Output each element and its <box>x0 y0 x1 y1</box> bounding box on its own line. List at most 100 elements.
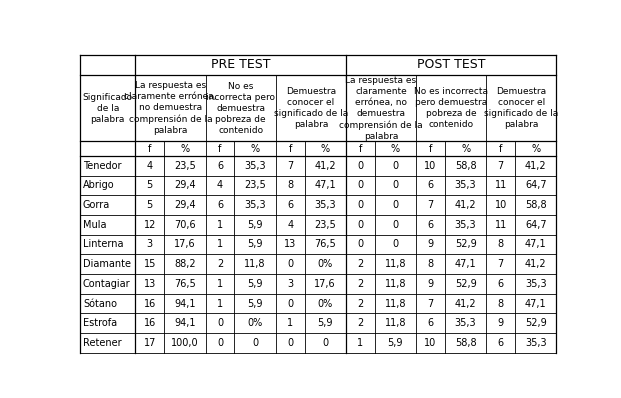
Text: 17,6: 17,6 <box>174 240 196 250</box>
Text: 35,3: 35,3 <box>455 220 476 230</box>
Text: 8: 8 <box>497 240 504 250</box>
Text: 1: 1 <box>217 240 223 250</box>
Text: 0%: 0% <box>247 318 263 328</box>
Text: 1: 1 <box>287 318 293 328</box>
Text: 88,2: 88,2 <box>174 259 196 269</box>
Text: 35,3: 35,3 <box>525 338 546 348</box>
Text: 4: 4 <box>217 180 223 191</box>
Text: %: % <box>250 144 260 154</box>
Text: 3: 3 <box>147 240 153 250</box>
Text: No es incorrecta
pero demuestra
pobreza de
contenido: No es incorrecta pero demuestra pobreza … <box>414 87 488 129</box>
Text: 6: 6 <box>287 200 293 210</box>
Text: f: f <box>429 144 432 154</box>
Text: 13: 13 <box>143 279 156 289</box>
Text: 41,2: 41,2 <box>525 259 546 269</box>
Text: 23,5: 23,5 <box>314 220 336 230</box>
Text: 6: 6 <box>497 338 504 348</box>
Text: 11: 11 <box>494 220 507 230</box>
Text: 6: 6 <box>427 180 433 191</box>
Text: 1: 1 <box>217 279 223 289</box>
Text: Tenedor: Tenedor <box>83 161 122 171</box>
Text: Significado
de la
palabra: Significado de la palabra <box>83 93 133 124</box>
Text: 9: 9 <box>427 240 433 250</box>
Text: 9: 9 <box>497 318 504 328</box>
Text: %: % <box>180 144 189 154</box>
Text: 29,4: 29,4 <box>174 200 196 210</box>
Text: %: % <box>391 144 400 154</box>
Text: 5: 5 <box>147 200 153 210</box>
Text: 35,3: 35,3 <box>314 200 336 210</box>
Text: 7: 7 <box>497 259 504 269</box>
Text: 0: 0 <box>357 161 363 171</box>
Text: 41,2: 41,2 <box>455 298 476 308</box>
Text: La respuesta es
claramente
errónea, no
demuestra
comprensión de la
palabra: La respuesta es claramente errónea, no d… <box>339 76 423 141</box>
Text: 58,8: 58,8 <box>525 200 546 210</box>
Text: 47,1: 47,1 <box>525 240 546 250</box>
Text: 10: 10 <box>424 338 437 348</box>
Text: 1: 1 <box>357 338 363 348</box>
Text: 0: 0 <box>287 338 293 348</box>
Text: 47,1: 47,1 <box>314 180 336 191</box>
Text: f: f <box>288 144 292 154</box>
Text: 0: 0 <box>357 180 363 191</box>
Text: Retener: Retener <box>83 338 122 348</box>
Text: 47,1: 47,1 <box>455 259 476 269</box>
Text: 35,3: 35,3 <box>244 200 266 210</box>
Text: 0: 0 <box>392 180 399 191</box>
Text: f: f <box>359 144 362 154</box>
Text: Demuestra
conocer el
significado de la
palabra: Demuestra conocer el significado de la p… <box>274 87 348 129</box>
Text: 8: 8 <box>287 180 293 191</box>
Text: 41,2: 41,2 <box>314 161 336 171</box>
Text: 41,2: 41,2 <box>455 200 476 210</box>
Text: 4: 4 <box>147 161 153 171</box>
Text: 11,8: 11,8 <box>384 279 406 289</box>
Text: PRE TEST: PRE TEST <box>211 59 270 71</box>
Text: Diamante: Diamante <box>83 259 131 269</box>
Text: 0: 0 <box>357 200 363 210</box>
Text: 16: 16 <box>143 318 156 328</box>
Text: 35,3: 35,3 <box>525 279 546 289</box>
Text: 100,0: 100,0 <box>171 338 199 348</box>
Text: 0: 0 <box>252 338 258 348</box>
Text: 70,6: 70,6 <box>174 220 196 230</box>
Text: 5,9: 5,9 <box>247 240 263 250</box>
Text: 7: 7 <box>287 161 293 171</box>
Text: 6: 6 <box>217 161 223 171</box>
Text: 7: 7 <box>497 161 504 171</box>
Text: 7: 7 <box>427 298 433 308</box>
Text: 41,2: 41,2 <box>525 161 546 171</box>
Text: 76,5: 76,5 <box>314 240 336 250</box>
Text: f: f <box>148 144 152 154</box>
Text: Abrigo: Abrigo <box>83 180 114 191</box>
Text: 16: 16 <box>143 298 156 308</box>
Text: 52,9: 52,9 <box>525 318 546 328</box>
Text: 2: 2 <box>357 318 363 328</box>
Text: 2: 2 <box>357 298 363 308</box>
Text: %: % <box>320 144 330 154</box>
Text: 35,3: 35,3 <box>455 180 476 191</box>
Text: Gorra: Gorra <box>83 200 110 210</box>
Text: 94,1: 94,1 <box>174 318 196 328</box>
Text: 13: 13 <box>284 240 296 250</box>
Text: 0: 0 <box>287 259 293 269</box>
Text: Contagiar: Contagiar <box>83 279 130 289</box>
Text: 35,3: 35,3 <box>244 161 266 171</box>
Text: 6: 6 <box>427 318 433 328</box>
Text: 5,9: 5,9 <box>317 318 333 328</box>
Text: 5,9: 5,9 <box>388 338 403 348</box>
Text: %: % <box>531 144 540 154</box>
Text: 0: 0 <box>392 240 399 250</box>
Text: 17: 17 <box>143 338 156 348</box>
Text: 0: 0 <box>392 161 399 171</box>
Text: 7: 7 <box>427 200 433 210</box>
Text: Sótano: Sótano <box>83 298 117 308</box>
Text: 0: 0 <box>217 318 223 328</box>
Text: POST TEST: POST TEST <box>417 59 486 71</box>
Text: 52,9: 52,9 <box>455 240 476 250</box>
Text: 5,9: 5,9 <box>247 220 263 230</box>
Text: 5,9: 5,9 <box>247 279 263 289</box>
Text: 64,7: 64,7 <box>525 220 546 230</box>
Text: 11,8: 11,8 <box>384 318 406 328</box>
Text: 12: 12 <box>143 220 156 230</box>
Text: 0: 0 <box>217 338 223 348</box>
